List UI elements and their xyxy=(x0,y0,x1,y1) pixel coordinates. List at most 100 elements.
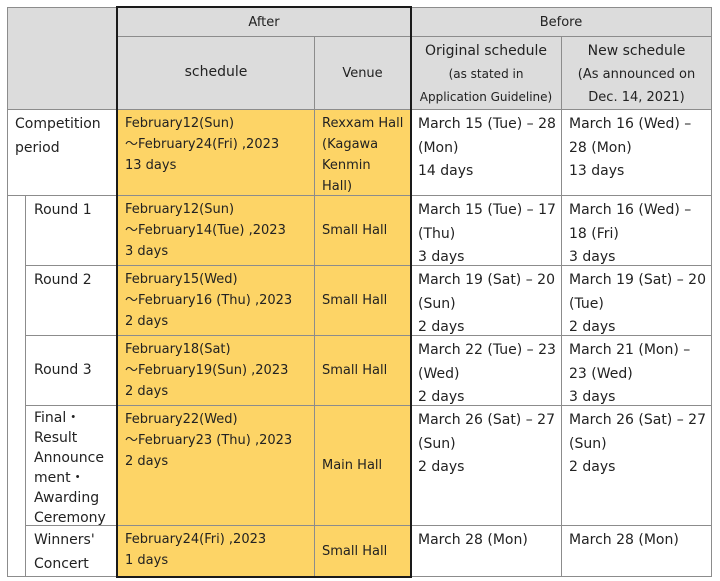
venue-cell: Small Hall xyxy=(314,265,411,336)
original-schedule-cell: March 26 (Sat) – 27 (Sun) 2 days xyxy=(410,405,562,526)
header-after: After xyxy=(117,7,411,37)
new-line: (Tue) xyxy=(569,295,604,312)
after-line: 3 days xyxy=(125,244,169,259)
after-line: February24(Fri) ,2023 xyxy=(125,532,267,547)
after-line: 2 days xyxy=(125,454,169,469)
original-line: 2 days xyxy=(418,389,465,405)
new-line: March 16 (Wed) – xyxy=(569,116,692,132)
new-schedule-cell: March 16 (Wed) – 18 (Fri) 3 days xyxy=(561,195,712,266)
original-line: (Thu) xyxy=(418,225,456,242)
row-label-final-ceremony: Final・ Result Announce ment・ Awarding Ce… xyxy=(25,405,118,526)
row-label-winners-concert: Winners' Concert xyxy=(25,525,118,577)
original-schedule-title: Original schedule xyxy=(425,43,547,59)
venue-line: Small Hall xyxy=(322,543,388,559)
new-line: March 19 (Sat) – 20 xyxy=(569,272,706,288)
original-line: 14 days xyxy=(418,163,474,179)
header-before-label: Before xyxy=(539,14,583,30)
new-line: March 28 (Mon) xyxy=(569,532,679,548)
after-line: February18(Sat) xyxy=(125,342,231,357)
original-schedule-cell: March 28 (Mon) xyxy=(410,525,562,577)
venue-line: Small Hall xyxy=(322,293,388,308)
new-schedule-cell: March 19 (Sat) – 20 (Tue) 2 days xyxy=(561,265,712,336)
after-line: ～February19(Sun) ,2023 xyxy=(125,363,289,378)
after-line: ～February16 (Thu) ,2023 xyxy=(125,293,293,308)
original-line: March 26 (Sat) – 27 xyxy=(418,412,555,428)
row-label-line: Ceremony xyxy=(34,510,106,526)
header-new-schedule: New schedule (As announced on Dec. 14, 2… xyxy=(561,36,712,110)
after-line: February12(Sun) xyxy=(125,202,235,217)
row-label-round-2: Round 2 xyxy=(25,265,118,336)
row-label-competition-period: Competition period xyxy=(7,109,118,196)
after-line: 2 days xyxy=(125,314,169,329)
header-schedule: schedule xyxy=(117,36,315,110)
venue-line: Rexxam Hall xyxy=(322,116,404,131)
original-line: 2 days xyxy=(418,459,465,475)
header-schedule-label: schedule xyxy=(184,64,248,81)
new-line: 3 days xyxy=(569,389,616,405)
venue-line: Kenmin xyxy=(322,158,371,173)
new-schedule-cell: March 16 (Wed) – 28 (Mon) 13 days xyxy=(561,109,712,196)
new-line: 2 days xyxy=(569,459,616,475)
venue-cell: Small Hall xyxy=(314,525,411,577)
after-schedule-cell: February12(Sun) ～February24(Fri) ,2023 1… xyxy=(117,109,315,196)
new-schedule-cell: March 26 (Sat) – 27 (Sun) 2 days xyxy=(561,405,712,526)
row-label-line: Competition xyxy=(15,116,101,132)
row-label-round-1: Round 1 xyxy=(25,195,118,266)
row-label-line: Result xyxy=(34,430,78,446)
new-line: (Sun) xyxy=(569,435,607,452)
new-line: 18 (Fri) xyxy=(569,225,619,242)
new-line: 28 (Mon) xyxy=(569,139,632,156)
header-corner xyxy=(7,7,118,110)
new-line: 23 (Wed) xyxy=(569,365,633,382)
row-label-line: Announce xyxy=(34,450,104,466)
original-line: March 28 (Mon) xyxy=(418,532,528,548)
original-line: (Sun) xyxy=(418,435,456,452)
after-line: February22(Wed) xyxy=(125,412,238,427)
row-label-line: period xyxy=(15,139,60,156)
original-schedule-cell: March 19 (Sat) – 20 (Sun) 2 days xyxy=(410,265,562,336)
row-label-line: Awarding xyxy=(34,490,100,506)
header-original-schedule: Original schedule (as stated in Applicat… xyxy=(410,36,562,110)
after-schedule-cell: February22(Wed) ～February23 (Thu) ,2023 … xyxy=(117,405,315,526)
new-schedule-cell: March 28 (Mon) xyxy=(561,525,712,577)
venue-line: Hall) xyxy=(322,179,353,194)
venue-cell: Small Hall xyxy=(314,195,411,266)
after-line: 2 days xyxy=(125,384,169,399)
row-label-line: Concert xyxy=(34,555,89,572)
after-line: ～February23 (Thu) ,2023 xyxy=(125,433,293,448)
after-schedule-cell: February18(Sat) ～February19(Sun) ,2023 2… xyxy=(117,335,315,406)
original-schedule-sub1: (as stated in xyxy=(448,67,524,81)
row-label-line: Round 3 xyxy=(34,361,92,378)
row-label-line: Round 1 xyxy=(34,202,92,218)
original-line: March 19 (Sat) – 20 xyxy=(418,272,555,288)
original-line: March 22 (Tue) – 23 xyxy=(418,342,556,358)
original-schedule-cell: March 15 (Tue) – 28 (Mon) 14 days xyxy=(410,109,562,196)
new-schedule-title: New schedule xyxy=(587,43,686,59)
original-schedule-sub2: Application Guideline) xyxy=(419,90,553,104)
header-after-label: After xyxy=(248,14,280,30)
venue-cell: Rexxam Hall (Kagawa Kenmin Hall) xyxy=(314,109,411,196)
original-schedule-cell: March 22 (Tue) – 23 (Wed) 2 days xyxy=(410,335,562,406)
header-before: Before xyxy=(410,7,712,37)
header-venue: Venue xyxy=(314,36,411,110)
venue-cell: Small Hall xyxy=(314,335,411,406)
after-line: February12(Sun) xyxy=(125,116,235,131)
after-line: ～February24(Fri) ,2023 xyxy=(125,137,280,152)
new-line: March 21 (Mon) – xyxy=(569,342,691,358)
venue-line: Small Hall xyxy=(322,223,388,238)
after-line: 13 days xyxy=(125,158,177,173)
after-line: ～February14(Tue) ,2023 xyxy=(125,223,286,238)
row-label-line: Round 2 xyxy=(34,272,92,288)
header-venue-label: Venue xyxy=(342,65,383,81)
original-line: 2 days xyxy=(418,319,465,335)
row-label-line: Final・ xyxy=(34,410,81,426)
new-line: 3 days xyxy=(569,249,616,265)
original-line: March 15 (Tue) – 17 xyxy=(418,202,556,218)
new-schedule-cell: March 21 (Mon) – 23 (Wed) 3 days xyxy=(561,335,712,406)
original-line: (Sun) xyxy=(418,295,456,312)
original-line: March 15 (Tue) – 28 xyxy=(418,116,556,132)
new-line: 13 days xyxy=(569,163,625,179)
after-line: February15(Wed) xyxy=(125,272,238,287)
new-line: 2 days xyxy=(569,319,616,335)
after-schedule-cell: February12(Sun) ～February14(Tue) ,2023 3… xyxy=(117,195,315,266)
